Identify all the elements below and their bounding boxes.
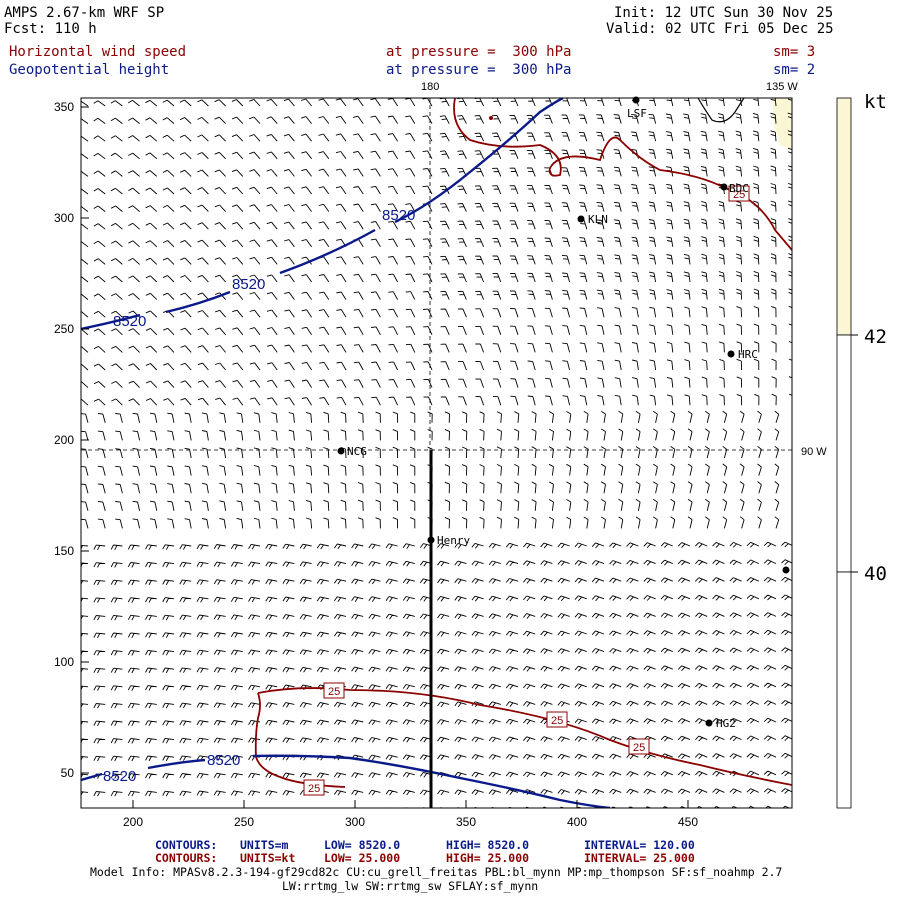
contours1-label: CONTOURS: (155, 838, 218, 852)
svg-text:200: 200 (123, 815, 143, 829)
height-contour-label: 8520 (232, 276, 265, 293)
x-tick: 450 (678, 800, 698, 829)
contours1-high: HIGH= 8520.0 (446, 838, 530, 852)
svg-text:100: 100 (54, 655, 74, 669)
svg-text:150: 150 (54, 544, 74, 558)
forecast-hour: Fcst: 110 h (4, 21, 97, 37)
init-time: Init: 12 UTC Sun 30 Nov 25 (614, 5, 834, 21)
y-tick: 100 (54, 655, 89, 669)
field2-name: Geopotential height (9, 62, 170, 78)
contours2-high: HIGH= 25.000 (446, 851, 530, 865)
svg-text:50: 50 (61, 766, 75, 780)
station-henry[interactable]: Henry (427, 534, 471, 547)
model-info: Model Info: MPASv8.2.3-194-gf29cd82c CU:… (90, 865, 783, 879)
contours2-label: CONTOURS: (155, 851, 218, 865)
svg-text:LSF: LSF (627, 107, 647, 120)
contours1-interval: INTERVAL= 120.00 (584, 838, 695, 852)
station-bdc[interactable]: BDC (720, 182, 749, 195)
y-tick: 350 (54, 100, 89, 114)
svg-text:300: 300 (54, 211, 74, 225)
wind-contour-label-box: 25 (303, 779, 325, 796)
wind-contour-label-box: 25 (323, 682, 345, 699)
meridian-label-135w: 135 W (766, 81, 798, 93)
svg-text:25: 25 (633, 742, 645, 754)
svg-text:HG2: HG2 (716, 717, 736, 730)
svg-text:25: 25 (551, 715, 563, 727)
wind-contour-label-box: 25 (628, 738, 650, 755)
height-contour-label: 8520 (382, 207, 415, 224)
x-tick: 200 (123, 800, 143, 829)
colorbar-unit: kt (864, 91, 887, 113)
svg-text:KLN: KLN (588, 213, 608, 226)
svg-text:250: 250 (54, 322, 74, 336)
svg-text:HRC: HRC (738, 348, 758, 361)
station-edge[interactable] (782, 566, 790, 574)
model-info-2: LW:rrtmg_lw SW:rrtmg_sw SFLAY:sf_mynn (282, 879, 539, 893)
map-frame (80, 97, 793, 809)
field1-level: at pressure = 300 hPa (386, 44, 572, 60)
colorbar-segment-mid (836, 334, 852, 573)
height-contour-south (81, 754, 611, 808)
colorbar-label: 40 (864, 563, 887, 585)
contours1-units: UNITS=m (240, 838, 289, 852)
contours1-low: LOW= 8520.0 (324, 838, 401, 852)
svg-text:350: 350 (456, 815, 476, 829)
y-tick: 150 (54, 544, 89, 558)
colorbar: kt 42 40 (836, 91, 887, 809)
field1-name: Horizontal wind speed (9, 44, 187, 60)
plot-title: AMPS 2.67-km WRF SP (4, 5, 165, 21)
svg-text:200: 200 (54, 433, 74, 447)
field1-smooth: sm= 3 (773, 44, 816, 60)
station-hg2[interactable]: HG2 (705, 717, 736, 730)
wind-contour-label-box: 25 (546, 711, 568, 728)
wind-contour-label-box: 25 (728, 185, 750, 202)
x-tick: 400 (567, 800, 587, 829)
svg-text:NCG: NCG (347, 445, 367, 458)
height-contour-label: 8520 (113, 313, 146, 330)
svg-text:400: 400 (567, 815, 587, 829)
station-lsf[interactable]: LSF (627, 96, 647, 121)
x-tick: 250 (234, 800, 254, 829)
height-contour-north (81, 98, 564, 331)
svg-text:25: 25 (733, 189, 745, 201)
x-tick: 350 (456, 800, 476, 829)
high-wind-shading (772, 98, 792, 150)
svg-text:Henry: Henry (437, 534, 470, 547)
valid-time: Valid: 02 UTC Fri 05 Dec 25 (606, 21, 834, 37)
y-tick: 300 (54, 211, 89, 225)
svg-text:25: 25 (328, 686, 340, 698)
colorbar-segment-low (836, 571, 852, 809)
contours2-units: UNITS=kt (240, 851, 296, 865)
y-tick: 250 (54, 322, 89, 336)
svg-text:250: 250 (234, 815, 254, 829)
svg-text:450: 450 (678, 815, 698, 829)
y-tick: 200 (54, 433, 89, 447)
field2-smooth: sm= 2 (773, 62, 816, 78)
svg-text:BDC: BDC (729, 182, 749, 195)
height-contour-label: 8520 (103, 768, 136, 785)
field2-level: at pressure = 300 hPa (386, 62, 572, 78)
colorbar-label: 42 (864, 326, 887, 348)
svg-text:350: 350 (54, 100, 74, 114)
wind-barb-set (81, 98, 792, 808)
contours2-low: LOW= 25.000 (324, 851, 401, 865)
station-kln[interactable]: KLN (577, 213, 608, 226)
wind-barbs (81, 98, 792, 808)
colorbar-segment-high (836, 97, 852, 336)
x-tick: 300 (345, 800, 365, 829)
station-ncg[interactable]: NCG (337, 445, 367, 458)
wind-contour-north (453, 98, 792, 251)
wind-height-map: 8520 8520 8520 8520 8520 25 25 25 25 25 … (54, 81, 887, 829)
contours2-interval: INTERVAL= 25.000 (584, 851, 695, 865)
y-tick: 50 (61, 766, 89, 780)
station-hrc[interactable]: HRC (727, 348, 758, 361)
wind-contour-south (257, 687, 792, 786)
meridian-label-180: 180 (421, 81, 439, 93)
svg-text:300: 300 (345, 815, 365, 829)
svg-text:25: 25 (308, 783, 320, 795)
height-contour-label: 8520 (207, 752, 240, 769)
meridian-label-90w: 90 W (801, 446, 827, 458)
